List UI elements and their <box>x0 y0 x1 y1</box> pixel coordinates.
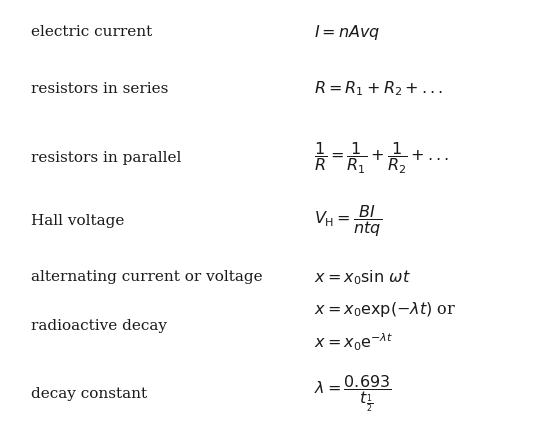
Text: electric current: electric current <box>31 25 152 39</box>
Text: $x = x_0\mathrm{e}^{-\lambda t}$: $x = x_0\mathrm{e}^{-\lambda t}$ <box>314 332 393 353</box>
Text: $x = x_0\mathrm{exp}(-\lambda t)$ or: $x = x_0\mathrm{exp}(-\lambda t)$ or <box>314 301 456 319</box>
Text: Hall voltage: Hall voltage <box>31 214 124 228</box>
Text: $\lambda = \dfrac{0.693}{t_{\frac{1}{2}}}$: $\lambda = \dfrac{0.693}{t_{\frac{1}{2}}… <box>314 374 391 414</box>
Text: $V_{\mathrm{H}} = \dfrac{BI}{ntq}$: $V_{\mathrm{H}} = \dfrac{BI}{ntq}$ <box>314 203 381 239</box>
Text: decay constant: decay constant <box>31 387 147 401</box>
Text: $R = R_1 + R_2 + ...$: $R = R_1 + R_2 + ...$ <box>314 79 443 98</box>
Text: $I = nAvq$: $I = nAvq$ <box>314 23 380 42</box>
Text: radioactive decay: radioactive decay <box>31 319 167 333</box>
Text: $\dfrac{1}{R} = \dfrac{1}{R_1} + \dfrac{1}{R_2} + ...$: $\dfrac{1}{R} = \dfrac{1}{R_1} + \dfrac{… <box>314 140 449 175</box>
Text: resistors in series: resistors in series <box>31 82 168 95</box>
Text: $x = x_0\sin\,\omega t$: $x = x_0\sin\,\omega t$ <box>314 268 410 287</box>
Text: resistors in parallel: resistors in parallel <box>31 151 181 165</box>
Text: alternating current or voltage: alternating current or voltage <box>31 270 263 284</box>
